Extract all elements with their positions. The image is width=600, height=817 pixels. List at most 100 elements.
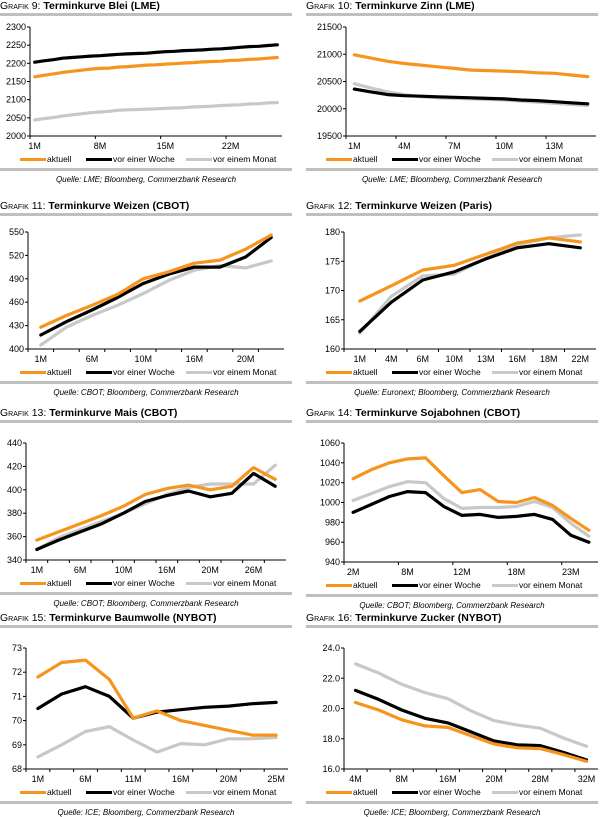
x-tick-label: 4M — [349, 774, 362, 784]
legend-swatch-aktuell — [326, 584, 352, 587]
y-tick-label: 400 — [9, 344, 24, 354]
legend-swatch-aktuell — [20, 371, 46, 374]
y-tick-label: 69 — [12, 740, 22, 750]
x-tick-label: 13M — [546, 141, 564, 151]
y-tick-label: 440 — [7, 438, 22, 448]
x-tick-label: 1M — [35, 354, 48, 364]
series-line-monat — [35, 103, 278, 120]
x-tick-label: 1M — [353, 354, 366, 364]
legend-item-monat: vor einem Monat — [492, 154, 582, 164]
y-tick-label: 2050 — [6, 113, 26, 123]
x-tick-label: 1M — [348, 141, 361, 151]
y-tick-label: 2100 — [6, 95, 26, 105]
y-tick-label: 175 — [325, 256, 340, 266]
x-tick-label: 20M — [220, 774, 238, 784]
legend-swatch-aktuell — [326, 791, 352, 794]
y-tick-label: 20.0 — [322, 704, 340, 714]
x-tick-label: 1M — [32, 774, 45, 784]
y-tick-label: 360 — [7, 532, 22, 542]
y-tick-label: 960 — [325, 537, 340, 547]
x-tick-label: 10M — [496, 141, 514, 151]
x-tick-label: 6M — [416, 354, 429, 364]
x-tick-label: 28M — [532, 774, 550, 784]
y-tick-label: 160 — [325, 344, 340, 354]
legend-label: vor einem Monat — [213, 787, 276, 797]
y-tick-label: 165 — [325, 315, 340, 325]
y-tick-label: 20500 — [317, 77, 342, 87]
y-tick-label: 21000 — [317, 49, 342, 59]
y-tick-label: 1060 — [320, 438, 340, 448]
x-tick-label: 10M — [115, 565, 133, 575]
series-line-woche — [360, 244, 581, 332]
legend-item-woche: vor einer Woche — [86, 154, 175, 164]
legend-label: aktuell — [47, 367, 72, 377]
legend-swatch-woche — [392, 371, 418, 374]
legend-item-monat: vor einem Monat — [186, 787, 276, 797]
legend-item-aktuell: aktuell — [326, 154, 378, 164]
legend-item-woche: vor einer Woche — [392, 154, 481, 164]
legend-item-woche: vor einer Woche — [86, 787, 175, 797]
legend-swatch-woche — [86, 158, 112, 161]
legend-label: aktuell — [47, 578, 72, 588]
legend-label: vor einer Woche — [113, 154, 175, 164]
legend-item-woche: vor einer Woche — [392, 580, 481, 590]
x-tick-label: 16M — [439, 774, 457, 784]
legend-swatch-monat — [492, 371, 518, 374]
series-line-aktuell — [354, 55, 587, 77]
chart-panel-12: Grafik 12: Terminkurve Weizen (Paris)160… — [306, 200, 598, 395]
x-tick-label: 15M — [157, 141, 175, 151]
series-line-aktuell — [41, 235, 271, 327]
y-tick-label: 380 — [7, 508, 22, 518]
x-tick-label: 20M — [485, 774, 503, 784]
chart-panel-14: Grafik 14: Terminkurve Sojabohnen (CBOT)… — [306, 407, 598, 602]
legend-label: aktuell — [353, 580, 378, 590]
x-tick-label: 16M — [508, 354, 526, 364]
series-line-woche — [356, 690, 587, 760]
x-tick-label: 11M — [125, 774, 142, 784]
legend-item-monat: vor einem Monat — [492, 580, 582, 590]
chart-source: Quelle: Euronext; Bloomberg, Commerzbank… — [306, 388, 598, 397]
legend-item-aktuell: aktuell — [326, 580, 378, 590]
legend-item-woche: vor einer Woche — [392, 787, 481, 797]
y-tick-label: 20000 — [317, 104, 342, 114]
chart-source: Quelle: LME; Bloomberg, Commerzbank Rese… — [306, 175, 598, 184]
legend-separator — [306, 168, 598, 171]
legend-swatch-monat — [186, 791, 212, 794]
y-tick-label: 19500 — [317, 131, 342, 141]
y-tick-label: 24.0 — [322, 643, 340, 653]
legend-item-monat: vor einem Monat — [186, 154, 276, 164]
legend-label: vor einer Woche — [419, 787, 481, 797]
legend-label: vor einem Monat — [213, 367, 276, 377]
legend-item-aktuell: aktuell — [20, 154, 72, 164]
legend-label: vor einer Woche — [419, 367, 481, 377]
y-tick-label: 400 — [7, 485, 22, 495]
legend-item-monat: vor einem Monat — [186, 578, 276, 588]
y-tick-label: 1000 — [320, 498, 340, 508]
legend-item-woche: vor einer Woche — [86, 578, 175, 588]
legend-label: vor einem Monat — [519, 787, 582, 797]
legend-swatch-aktuell — [20, 791, 46, 794]
legend-item-aktuell: aktuell — [326, 787, 378, 797]
y-tick-label: 72 — [12, 667, 22, 677]
x-tick-label: 4M — [385, 354, 398, 364]
legend-label: aktuell — [47, 154, 72, 164]
legend-label: vor einem Monat — [213, 578, 276, 588]
chart-panel-15: Grafik 15: Terminkurve Baumwolle (NYBOT)… — [0, 612, 292, 807]
legend-label: aktuell — [353, 367, 378, 377]
legend-swatch-woche — [392, 158, 418, 161]
chart-panel-16: Grafik 16: Terminkurve Zucker (NYBOT)16.… — [306, 612, 598, 807]
legend-item-aktuell: aktuell — [20, 367, 72, 377]
x-tick-label: 20M — [237, 354, 255, 364]
x-tick-label: 18M — [508, 567, 526, 577]
series-line-woche — [38, 687, 276, 719]
legend-swatch-woche — [392, 584, 418, 587]
chart-source: Quelle: CBOT; Bloomberg, Commerzbank Res… — [0, 388, 292, 397]
y-tick-label: 180 — [325, 227, 340, 237]
legend-item-woche: vor einer Woche — [86, 367, 175, 377]
